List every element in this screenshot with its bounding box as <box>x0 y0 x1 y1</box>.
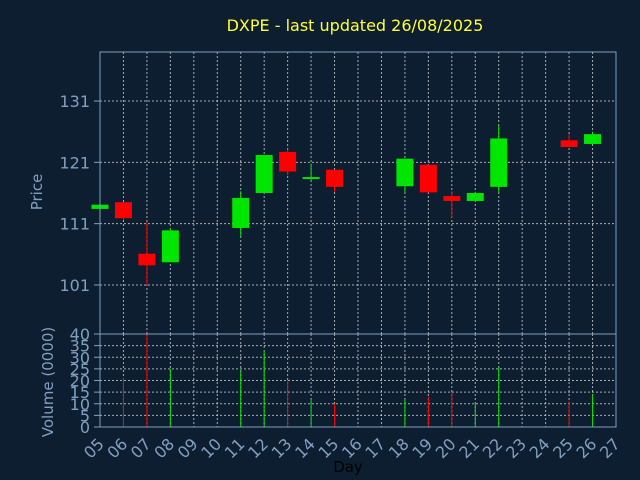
candle-body <box>279 151 297 172</box>
volume-tick-label: 30 <box>70 348 90 367</box>
volume-tick-label: 20 <box>70 372 90 391</box>
price-tick-label: 101 <box>59 276 90 295</box>
volume-tick-label: 0 <box>80 418 90 437</box>
candle-body <box>161 230 179 263</box>
volume-tick-label: 15 <box>70 383 90 402</box>
candle-body <box>560 140 578 148</box>
candle-body <box>255 154 273 193</box>
candle-body <box>232 197 250 228</box>
candle-body <box>138 253 156 266</box>
candle-body <box>302 177 320 180</box>
candle-body <box>443 196 461 201</box>
volume-tick-label: 10 <box>70 395 90 414</box>
candle-body <box>326 169 344 187</box>
candle-body <box>584 134 602 144</box>
volume-tick-label: 25 <box>70 360 90 379</box>
y-axis-label: Price <box>28 174 46 211</box>
x-axis-label: Day <box>333 458 363 476</box>
candle-body <box>466 193 484 201</box>
price-tick-label: 111 <box>59 215 90 234</box>
candle-body <box>419 164 437 193</box>
price-tick-labels: 101 111 121 131 <box>59 92 100 295</box>
volume-tick-label: 35 <box>70 337 90 356</box>
candle-body <box>396 158 414 187</box>
candle-body <box>490 138 508 187</box>
candles <box>91 125 602 285</box>
price-tick-label: 121 <box>59 153 90 172</box>
volume-axis-label: Volume (0000) <box>39 327 57 437</box>
chart-title: DXPE - last updated 26/08/2025 <box>227 16 484 35</box>
volume-tick-label: 40 <box>70 325 90 344</box>
price-tick-label: 131 <box>59 92 90 111</box>
candle-body <box>114 202 132 219</box>
volume-tick-label: 5 <box>80 406 90 425</box>
volume-bars <box>122 334 594 427</box>
